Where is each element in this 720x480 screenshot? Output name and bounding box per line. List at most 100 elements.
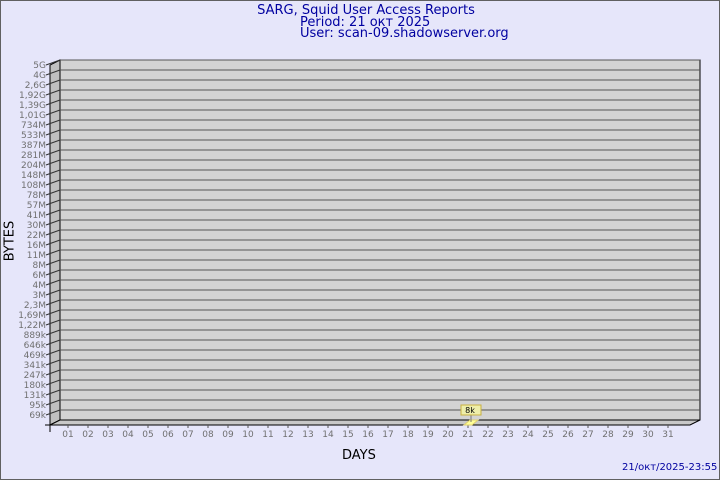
y-tick-label: 1,01G [19,111,46,121]
y-tick-label: 469k [24,351,47,361]
plot-floor [49,419,701,426]
y-tick-label: 108M [21,181,46,191]
chart-title: SARG, Squid User Access Reports [257,3,475,18]
y-tick [45,159,61,166]
x-tick-label: 24 [522,430,534,440]
y-tick [45,409,61,416]
y-tick [45,369,61,376]
y-tick-label: 95k [29,401,46,411]
y-tick [45,189,61,196]
y-tick-label: 11M [27,251,46,261]
y-tick-label: 247k [24,371,47,381]
x-tick-label: 16 [362,430,374,440]
x-tick-label: 04 [122,430,134,440]
y-tick [45,349,61,356]
x-tick-label: 02 [82,430,93,440]
x-tick-label: 30 [642,430,654,440]
y-tick-label: 204M [21,161,46,171]
y-tick [45,129,61,136]
y-tick-label: 387M [21,141,46,151]
y-tick [45,209,61,216]
x-tick-label: 10 [242,430,254,440]
y-tick-label: 69k [29,411,46,421]
x-tick-label: 11 [262,430,273,440]
y-tick-label: 2,6G [25,81,46,91]
y-tick [45,319,61,326]
y-tick-label: 16M [27,241,46,251]
x-tick-label: 13 [302,430,313,440]
y-tick [45,289,61,296]
y-tick-label: 889k [24,331,47,341]
y-tick-label: 5G [33,61,46,71]
x-tick-label: 29 [622,430,634,440]
y-tick-label: 3M [33,291,47,301]
x-tick-label: 01 [62,430,73,440]
y-tick [45,239,61,246]
y-tick [45,279,61,286]
x-tick-label: 25 [542,430,553,440]
y-tick [45,169,61,176]
footer-timestamp: 21/окт/2025-23:55 [622,462,718,473]
y-tick [45,219,61,226]
y-tick [45,149,61,156]
y-tick [45,119,61,126]
chart-user: User: scan-09.shadowserver.org [300,26,509,41]
y-tick [45,269,61,276]
y-tick [45,179,61,186]
bar-label-box [460,404,482,416]
bar-day-21 [462,419,480,426]
y-tick-label: 1,92G [19,91,46,101]
y-tick-label: 734M [21,121,46,131]
x-tick-label: 31 [662,430,673,440]
x-tick-label: 08 [202,430,214,440]
x-tick-label: 07 [182,430,193,440]
x-tick-label: 09 [222,430,234,440]
bar-label: 8k [465,406,475,415]
x-tick-label: 19 [422,430,434,440]
y-tick [45,379,61,386]
x-tick-label: 03 [102,430,113,440]
x-tick-label: 26 [562,430,574,440]
y-tick [45,199,61,206]
y-tick-label: 6M [33,271,47,281]
x-tick-label: 28 [602,430,614,440]
y-tick [45,99,61,106]
y-tick-label: 180k [24,381,47,391]
y-tick [45,69,61,76]
y-tick-label: 78M [27,191,46,201]
y-tick-label: 57M [27,201,46,211]
x-tick-label: 17 [382,430,393,440]
y-tick-label: 148M [21,171,46,181]
x-tick-label: 15 [342,430,353,440]
x-tick-label: 23 [502,430,513,440]
y-tick [45,309,61,316]
x-tick-label: 18 [402,430,414,440]
y-tick-label: 1,39G [19,101,46,111]
chart-period: Period: 21 окт 2025 [300,15,431,30]
x-tick-label: 05 [142,430,153,440]
y-tick [45,399,61,406]
y-tick-label: 4G [33,71,46,81]
y-tick-label: 533M [21,131,46,141]
y-tick [45,139,61,146]
y-tick-label: 4M [33,281,47,291]
y-tick [45,229,61,236]
y-tick [45,59,61,66]
y-tick-label: 1,22M [18,321,46,331]
y-tick [45,339,61,346]
x-tick-label: 21 [462,430,473,440]
y-tick-label: 8M [33,261,47,271]
x-tick-label: 12 [282,430,293,440]
x-tick-label: 20 [442,430,454,440]
x-tick-label: 06 [162,430,174,440]
y-tick-label: 22M [27,231,46,241]
y-tick [45,389,61,396]
y-tick [45,259,61,266]
y-tick [45,79,61,86]
y-tick [45,359,61,366]
y-tick [45,299,61,306]
y-tick [45,329,61,336]
y-tick-label: 131k [24,391,47,401]
y-tick-label: 1,69M [18,311,46,321]
y-tick-label: 41M [27,211,46,221]
